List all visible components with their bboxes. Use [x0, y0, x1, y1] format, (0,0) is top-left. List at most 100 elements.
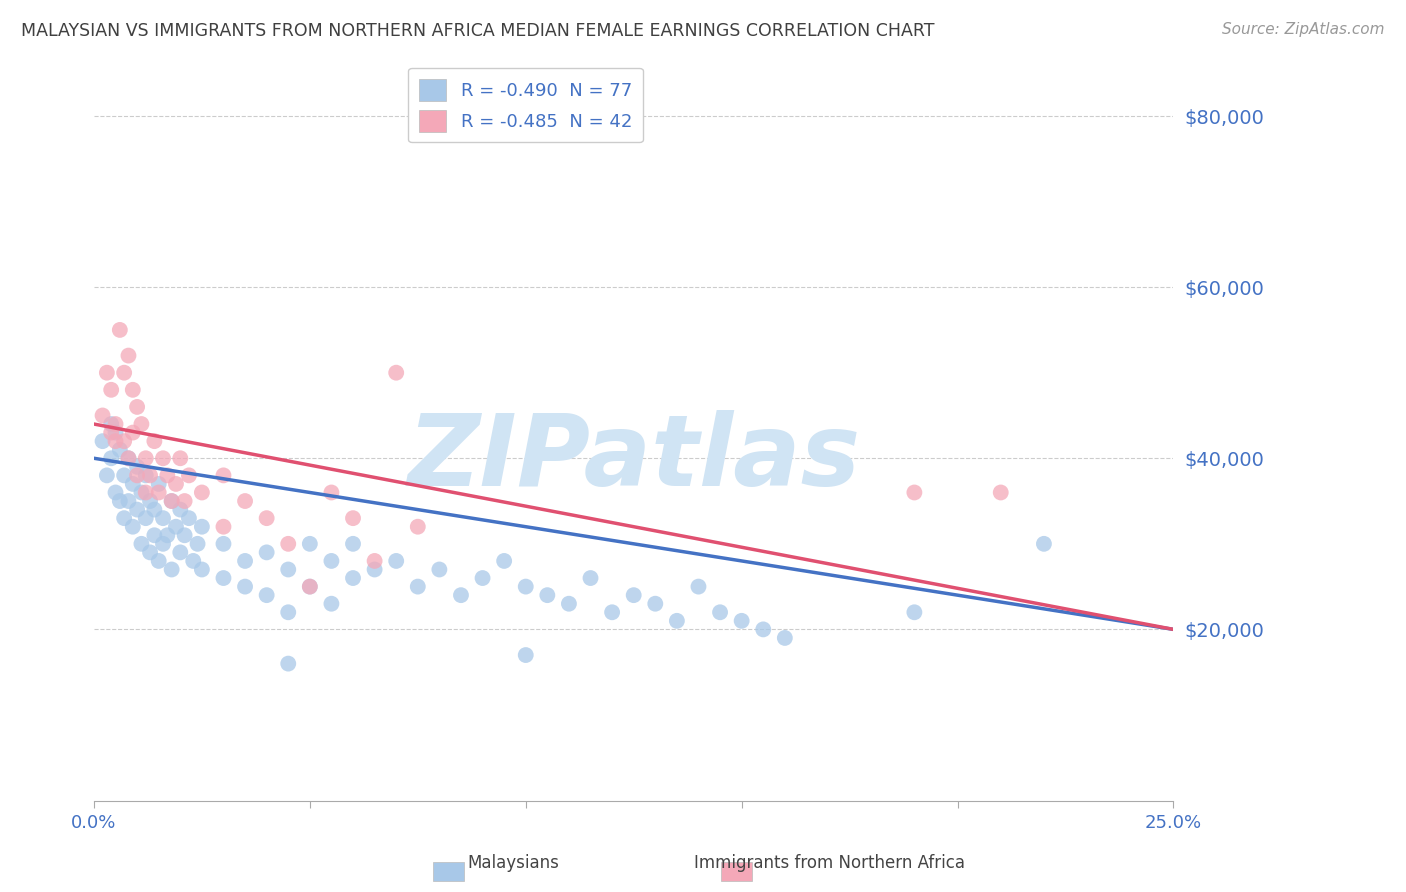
Point: [579, 571, 602, 585]
Point: [321, 597, 343, 611]
Point: [96, 366, 118, 380]
Point: [471, 571, 494, 585]
Point: [1032, 537, 1054, 551]
Point: [143, 502, 166, 516]
Point: [752, 623, 775, 637]
Point: [156, 468, 179, 483]
Point: [165, 519, 187, 533]
Point: [173, 528, 195, 542]
Point: [429, 562, 451, 576]
Point: [169, 451, 191, 466]
Point: [321, 485, 343, 500]
Point: [156, 528, 179, 542]
Point: [100, 383, 122, 397]
Point: [536, 588, 558, 602]
Point: [108, 323, 131, 337]
Point: [104, 425, 127, 440]
Point: [191, 519, 214, 533]
Point: [256, 588, 278, 602]
Point: [117, 494, 139, 508]
Point: [104, 485, 127, 500]
Point: [558, 597, 581, 611]
Point: [160, 494, 183, 508]
Point: [212, 537, 235, 551]
Point: [773, 631, 796, 645]
Point: [143, 528, 166, 542]
Point: [212, 571, 235, 585]
Point: [233, 554, 256, 568]
Point: [131, 417, 153, 431]
Point: [494, 554, 516, 568]
Point: [277, 537, 299, 551]
Point: [112, 511, 135, 525]
Point: [139, 494, 162, 508]
Point: [165, 477, 187, 491]
Point: [277, 605, 299, 619]
Point: [117, 451, 139, 466]
Point: [117, 451, 139, 466]
Point: [191, 562, 214, 576]
Point: [665, 614, 688, 628]
Text: MALAYSIAN VS IMMIGRANTS FROM NORTHERN AFRICA MEDIAN FEMALE EARNINGS CORRELATION : MALAYSIAN VS IMMIGRANTS FROM NORTHERN AF…: [21, 22, 935, 40]
Point: [100, 417, 122, 431]
Point: [342, 511, 364, 525]
Point: [385, 554, 408, 568]
Point: [135, 511, 157, 525]
Point: [623, 588, 645, 602]
Point: [181, 554, 204, 568]
Point: [127, 502, 149, 516]
Legend: R = -0.490  N = 77, R = -0.485  N = 42: R = -0.490 N = 77, R = -0.485 N = 42: [409, 68, 643, 143]
Point: [277, 657, 299, 671]
Point: [135, 485, 157, 500]
Point: [135, 451, 157, 466]
Point: [191, 485, 214, 500]
Point: [131, 537, 153, 551]
Point: [212, 468, 235, 483]
Point: [160, 562, 183, 576]
Point: [169, 545, 191, 559]
Point: [108, 494, 131, 508]
Point: [342, 571, 364, 585]
Point: [148, 554, 170, 568]
Point: [256, 511, 278, 525]
Point: [117, 349, 139, 363]
Point: [298, 537, 321, 551]
Point: [91, 434, 114, 449]
Point: [298, 580, 321, 594]
Point: [131, 485, 153, 500]
Point: [177, 511, 200, 525]
Point: [321, 554, 343, 568]
Point: [406, 580, 429, 594]
Text: Source: ZipAtlas.com: Source: ZipAtlas.com: [1222, 22, 1385, 37]
Point: [298, 580, 321, 594]
Point: [100, 451, 122, 466]
Text: Immigrants from Northern Africa: Immigrants from Northern Africa: [695, 855, 965, 872]
Point: [148, 477, 170, 491]
Point: [127, 400, 149, 414]
Point: [121, 519, 143, 533]
Point: [277, 562, 299, 576]
Point: [342, 537, 364, 551]
Point: [152, 537, 174, 551]
Point: [152, 511, 174, 525]
Point: [104, 434, 127, 449]
Point: [177, 468, 200, 483]
Point: [406, 519, 429, 533]
Point: [903, 485, 925, 500]
Point: [160, 494, 183, 508]
Point: [112, 366, 135, 380]
Point: [112, 434, 135, 449]
Point: [363, 562, 385, 576]
Text: Malaysians: Malaysians: [467, 855, 560, 872]
Point: [363, 554, 385, 568]
Point: [688, 580, 710, 594]
Point: [127, 468, 149, 483]
Point: [152, 451, 174, 466]
Point: [127, 459, 149, 474]
Point: [96, 468, 118, 483]
Point: [515, 580, 537, 594]
Point: [139, 468, 162, 483]
Point: [515, 648, 537, 662]
Point: [600, 605, 623, 619]
Point: [644, 597, 666, 611]
